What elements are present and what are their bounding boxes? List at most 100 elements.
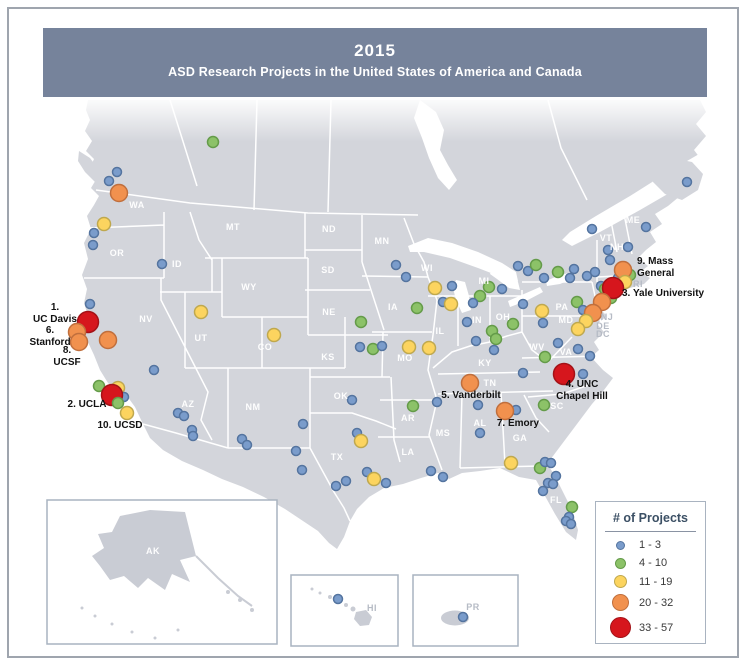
project-dot-green bbox=[354, 315, 368, 329]
project-dot-orange bbox=[69, 332, 89, 352]
project-dot-yellow bbox=[119, 405, 135, 421]
project-dot-red bbox=[552, 362, 576, 386]
project-dot-green bbox=[551, 265, 565, 279]
project-dot-blue bbox=[241, 439, 253, 451]
legend-entry: 11 - 19 bbox=[596, 575, 705, 588]
legend-label: 11 - 19 bbox=[639, 575, 673, 588]
legend-entry: 4 - 10 bbox=[596, 557, 705, 569]
lake-superior bbox=[408, 238, 518, 281]
year-title: 2015 bbox=[354, 41, 396, 60]
project-dot-blue bbox=[84, 298, 96, 310]
project-dot-green bbox=[406, 399, 420, 413]
project-dot-blue bbox=[640, 221, 652, 233]
project-dot-blue bbox=[330, 480, 342, 492]
project-dot-blue bbox=[577, 368, 589, 380]
project-dot-yellow bbox=[427, 280, 443, 296]
legend-dot-orange bbox=[611, 594, 629, 611]
project-dot-blue bbox=[431, 396, 443, 408]
project-dot-green bbox=[565, 500, 579, 514]
project-dot-blue bbox=[537, 485, 549, 497]
project-dot-blue bbox=[584, 350, 596, 362]
project-dot-green bbox=[538, 350, 552, 364]
project-dot-blue bbox=[425, 465, 437, 477]
project-dot-blue bbox=[446, 280, 458, 292]
nova-scotia bbox=[652, 158, 703, 200]
project-dot-yellow bbox=[534, 303, 550, 319]
project-dot-blue bbox=[496, 283, 508, 295]
project-dot-blue bbox=[565, 518, 577, 530]
project-dot-blue bbox=[111, 166, 123, 178]
legend-title: # of Projects bbox=[612, 511, 689, 525]
project-dots-layer bbox=[67, 135, 693, 623]
legend-label: 20 - 32 bbox=[639, 596, 674, 609]
project-dot-yellow bbox=[421, 340, 437, 356]
project-dot-red bbox=[601, 276, 625, 300]
project-dot-blue bbox=[437, 471, 449, 483]
legend-label: 1 - 3 bbox=[639, 539, 662, 551]
project-dot-yellow bbox=[503, 455, 519, 471]
project-dot-blue bbox=[340, 475, 352, 487]
vancouver-island bbox=[78, 151, 103, 182]
project-dot-orange bbox=[495, 401, 515, 421]
hawaii-inset bbox=[290, 574, 399, 647]
project-dot-blue bbox=[457, 611, 469, 623]
project-dot-blue bbox=[178, 410, 190, 422]
project-dot-green bbox=[537, 398, 551, 412]
project-dot-blue bbox=[622, 241, 634, 253]
project-dot-blue bbox=[332, 593, 344, 605]
project-dot-blue bbox=[589, 266, 601, 278]
project-dot-yellow bbox=[570, 321, 586, 337]
project-dot-blue bbox=[390, 259, 402, 271]
project-dot-blue bbox=[296, 464, 308, 476]
project-dot-blue bbox=[537, 317, 549, 329]
project-dot-blue bbox=[156, 258, 168, 270]
lake-huron bbox=[490, 268, 520, 290]
project-dot-blue bbox=[552, 337, 564, 349]
lake-erie bbox=[508, 287, 543, 307]
project-dot-blue bbox=[581, 270, 593, 282]
alaska-inset bbox=[46, 499, 278, 645]
project-dot-green bbox=[92, 379, 106, 393]
project-dot-blue bbox=[297, 418, 309, 430]
legend-label: 4 - 10 bbox=[639, 557, 668, 569]
project-dot-blue bbox=[290, 445, 302, 457]
map-top-fade bbox=[43, 98, 707, 142]
map-subtitle: ASD Research Projects in the United Stat… bbox=[168, 65, 582, 79]
legend-dot-yellow bbox=[613, 575, 627, 588]
project-dot-blue bbox=[467, 297, 479, 309]
project-dot-green bbox=[111, 396, 125, 410]
project-dot-green bbox=[473, 289, 487, 303]
project-dot-blue bbox=[681, 176, 693, 188]
project-dot-green bbox=[506, 317, 520, 331]
project-dot-blue bbox=[187, 430, 199, 442]
legend-entry: 1 - 3 bbox=[596, 539, 705, 551]
project-dot-blue bbox=[602, 244, 614, 256]
project-dot-green bbox=[410, 301, 424, 315]
project-dot-blue bbox=[586, 223, 598, 235]
puerto-rico-inset bbox=[412, 574, 519, 647]
project-dot-orange bbox=[109, 183, 129, 203]
project-dot-green bbox=[529, 258, 543, 272]
project-dot-blue bbox=[148, 364, 160, 376]
project-dot-green bbox=[482, 280, 496, 294]
state-borders bbox=[84, 211, 637, 522]
project-dot-blue bbox=[488, 344, 500, 356]
legend-dot-red bbox=[609, 617, 631, 638]
project-dot-blue bbox=[400, 271, 412, 283]
canada-borders bbox=[95, 99, 588, 216]
project-dot-blue bbox=[376, 340, 388, 352]
legend-entry: 20 - 32 bbox=[596, 594, 705, 611]
title-banner: 2015 ASD Research Projects in the United… bbox=[43, 28, 707, 97]
project-dot-blue bbox=[354, 341, 366, 353]
project-dot-blue bbox=[474, 427, 486, 439]
project-dot-blue bbox=[604, 254, 616, 266]
project-dot-blue bbox=[517, 367, 529, 379]
legend-dot-green bbox=[614, 557, 626, 569]
project-dot-blue bbox=[88, 227, 100, 239]
legend-entries: 1 - 3 4 - 10 11 - 19 20 - 32 33 - 57 bbox=[596, 539, 705, 638]
project-dot-blue bbox=[461, 316, 473, 328]
project-dot-yellow bbox=[401, 339, 417, 355]
legend-separator bbox=[605, 531, 696, 532]
project-dot-orange bbox=[460, 373, 480, 393]
